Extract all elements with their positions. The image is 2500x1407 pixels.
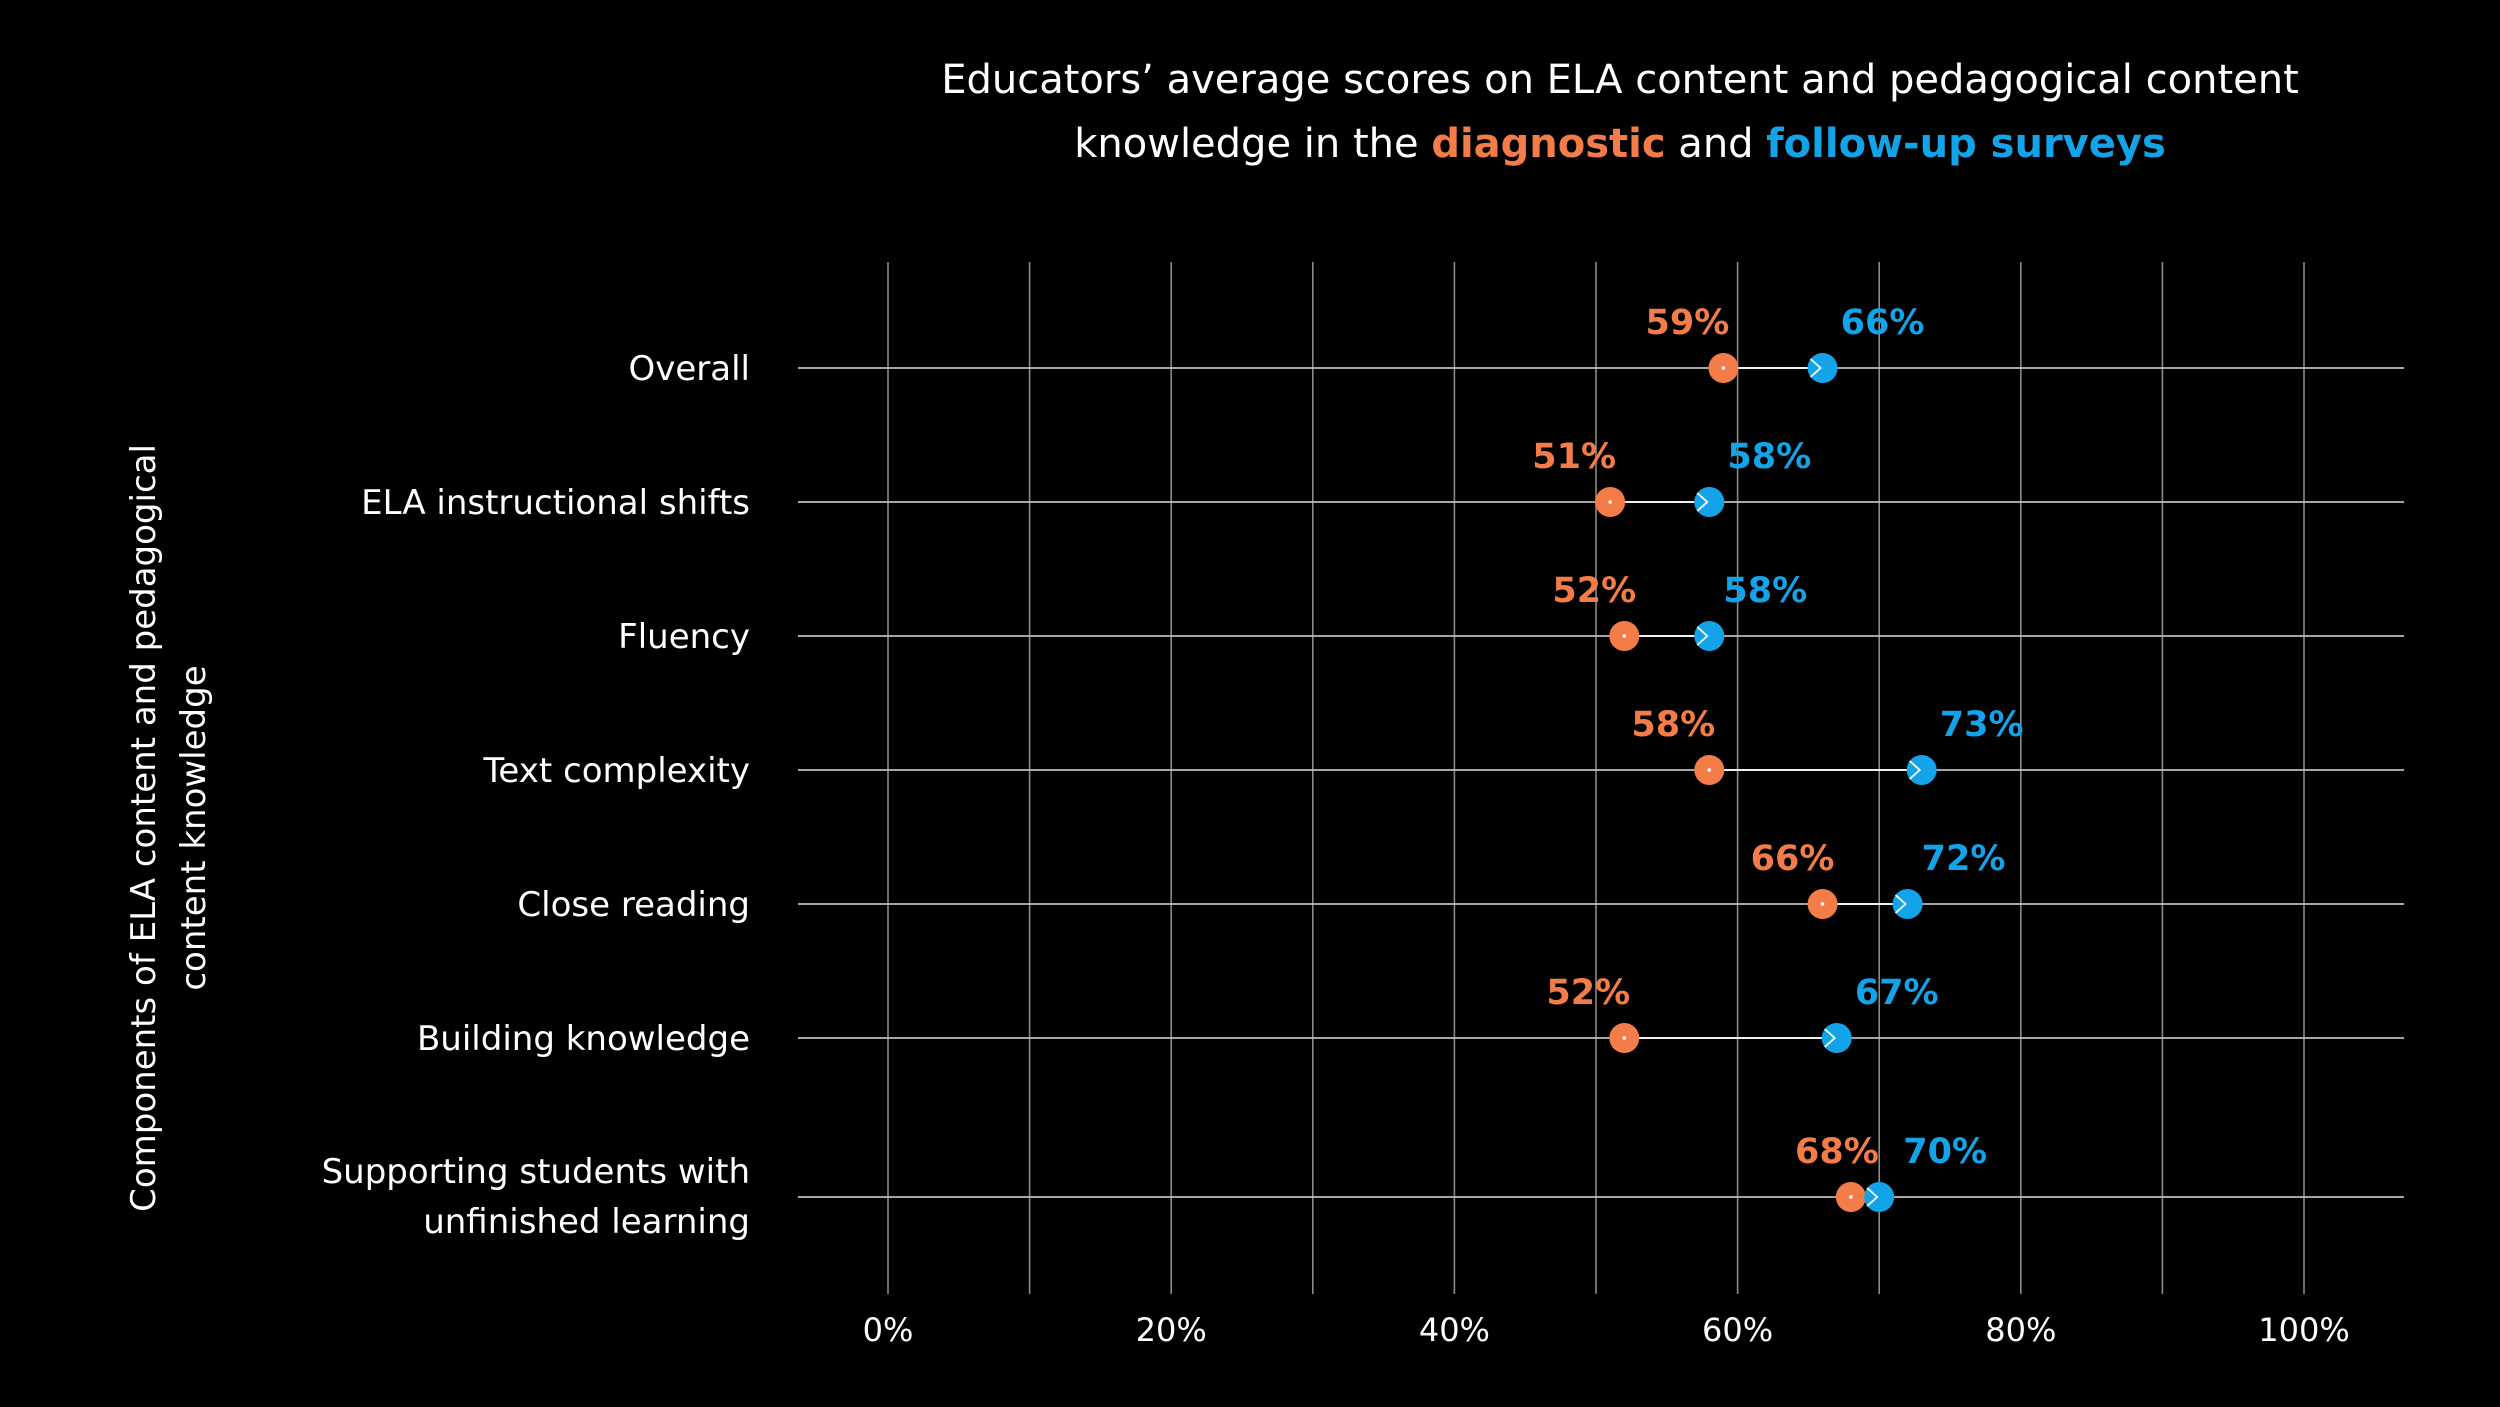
x-tick-label: 100% (2258, 1311, 2349, 1349)
x-tick-label: 20% (1136, 1311, 1207, 1349)
follow-up-point (1807, 353, 1838, 383)
follow-up-point (1694, 621, 1725, 651)
follow-up-point (1892, 889, 1923, 919)
category-label: Close reading (517, 885, 750, 925)
diagnostic-point-center (1622, 1036, 1627, 1040)
chart-title-follow-up: follow-up surveys (1766, 121, 2166, 167)
diagnostic-point-center (1721, 366, 1726, 370)
diagnostic-point-center (1707, 768, 1712, 772)
diagnostic-value-label: 51% (1532, 437, 1616, 477)
follow-up-value-label: 58% (1723, 571, 1807, 611)
category-label: Overall (628, 349, 750, 389)
follow-up-value-label: 73% (1940, 705, 2024, 745)
change-arrowhead-overlay (1696, 492, 1709, 512)
y-axis-title: Components of ELA content and pedagogica… (124, 444, 214, 1212)
diagnostic-point-center (1820, 902, 1825, 906)
follow-up-point (1864, 1182, 1895, 1212)
diagnostic-point-center (1849, 1195, 1853, 1199)
diagnostic-value-label: 52% (1552, 571, 1636, 611)
x-tick-label: 60% (1702, 1311, 1773, 1349)
chart-title-line1: Educators’ average scores on ELA content… (941, 57, 2299, 103)
chart-title-and: and (1665, 121, 1767, 167)
follow-up-value-label: 66% (1841, 303, 1925, 343)
x-tick-label: 80% (1985, 1311, 2056, 1349)
change-arrowhead-overlay (1696, 626, 1709, 646)
category-label: Building knowledge (417, 1019, 750, 1059)
follow-up-value-label: 67% (1855, 973, 1939, 1013)
diagnostic-point-center (1622, 634, 1627, 638)
diagnostic-value-label: 58% (1631, 705, 1715, 745)
follow-up-point (1694, 487, 1725, 517)
diagnostic-value-label: 68% (1795, 1132, 1879, 1172)
x-tick-label: 40% (1419, 1311, 1490, 1349)
change-arrowhead-overlay (1894, 894, 1907, 914)
follow-up-point (1821, 1023, 1852, 1053)
category-label: Text complexity (482, 751, 750, 791)
diagnostic-value-label: 66% (1751, 839, 1835, 879)
category-label: Supporting students with (322, 1152, 750, 1192)
diagnostic-value-label: 52% (1546, 973, 1630, 1013)
category-label: unfinished learning (423, 1202, 750, 1242)
category-label: ELA instructional shifts (361, 483, 750, 523)
change-arrowhead-overlay (1866, 1187, 1879, 1207)
diagnostic-point-center (1608, 500, 1612, 504)
x-tick-label: 0% (863, 1311, 914, 1349)
change-arrowhead-overlay (1909, 760, 1922, 780)
follow-up-point (1906, 755, 1937, 785)
y-axis-title-line: Components of ELA content and pedagogica… (124, 444, 164, 1212)
diagnostic-value-label: 59% (1646, 303, 1730, 343)
follow-up-value-label: 72% (1922, 839, 2006, 879)
change-arrowhead-overlay (1809, 358, 1822, 378)
follow-up-value-label: 58% (1727, 437, 1811, 477)
change-arrowhead-overlay (1824, 1028, 1837, 1048)
follow-up-value-label: 70% (1903, 1132, 1987, 1172)
chart-title-line2-prefix: knowledge in the (1074, 121, 1432, 167)
category-label: Fluency (618, 617, 750, 657)
chart-title-diagnostic: diagnostic (1431, 121, 1666, 167)
y-axis-title-line: content knowledge (174, 665, 214, 990)
chart-title: Educators’ average scores on ELA content… (790, 48, 2450, 176)
chart-title-line2: knowledge in the diagnostic and follow-u… (790, 112, 2450, 176)
